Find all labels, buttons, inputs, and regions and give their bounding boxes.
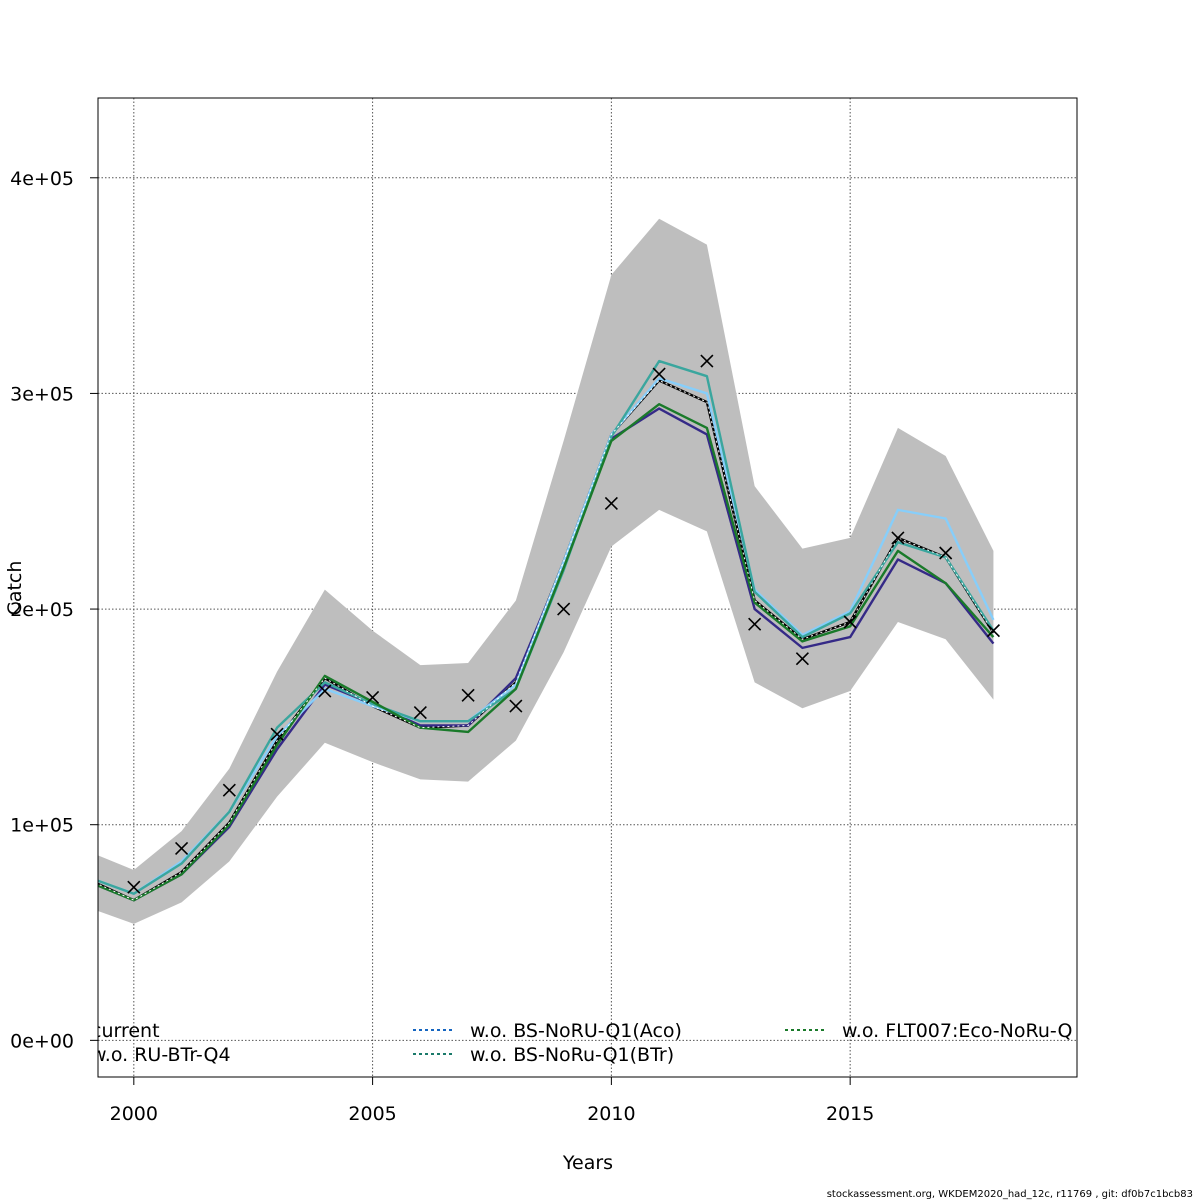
- observed-point-14: [748, 617, 762, 631]
- y-tick-label-2: 2e+05: [10, 599, 74, 621]
- confidence-band-layer: [98, 218, 994, 924]
- observed-point-8: [461, 688, 475, 702]
- y-tick-label-0: 0e+00: [10, 1030, 74, 1052]
- legend-entry-1: w.o. RU-BTr-Q4: [91, 1044, 231, 1066]
- x-tick-label-0: 2000: [110, 1103, 158, 1125]
- y-axis: 0e+00 1e+05 2e+05 3e+05 4e+05: [10, 168, 98, 1052]
- series-line-current-dots: [98, 379, 994, 901]
- observed-point-13: [700, 354, 714, 368]
- legend-label-1: w.o. RU-BTr-Q4: [91, 1044, 231, 1066]
- observed-points-layer: [127, 354, 1000, 894]
- observed-point-12: [652, 367, 666, 381]
- x-axis-title: Years: [562, 1152, 613, 1174]
- observed-point-5: [318, 684, 332, 698]
- legend-entry-0: current: [91, 1020, 160, 1042]
- x-tick-label-1: 2005: [348, 1103, 396, 1125]
- legend-label-2: w.o. BS-NoRU-Q1(Aco): [470, 1020, 682, 1042]
- observed-point-6: [366, 690, 380, 705]
- y-tick-label-4: 4e+05: [10, 168, 74, 190]
- observed-point-7: [413, 706, 427, 720]
- observed-point-16: [843, 615, 857, 629]
- observed-point-19: [986, 624, 1000, 638]
- x-axis: 2000 2005 2010 2015: [110, 1077, 874, 1125]
- legend-entry-3: w.o. BS-NoRu-Q1(BTr): [413, 1044, 674, 1066]
- observed-point-3: [222, 783, 236, 797]
- observed-point-15: [795, 652, 809, 666]
- observed-point-18: [939, 546, 953, 560]
- legend-label-0: current: [91, 1020, 160, 1042]
- observed-point-9: [509, 699, 523, 713]
- legend-label-3: w.o. BS-NoRu-Q1(BTr): [470, 1044, 674, 1066]
- plot-frame: [97, 97, 1078, 1078]
- observed-point-17: [891, 531, 905, 545]
- x-tick-label-3: 2015: [826, 1103, 874, 1125]
- observed-point-10: [557, 602, 571, 616]
- y-axis-title: Catch: [4, 561, 26, 616]
- observed-point-2: [175, 841, 189, 855]
- footer-credit: stockassessment.org, WKDEM2020_had_12c, …: [827, 1189, 1193, 1200]
- observed-point-11: [604, 496, 618, 510]
- observed-point-1: [127, 880, 141, 894]
- legend-label-4: w.o. FLT007:Eco-NoRu-Q: [842, 1020, 1072, 1042]
- observed-point-4: [270, 727, 284, 741]
- legend-entry-2: w.o. BS-NoRU-Q1(Aco): [413, 1020, 682, 1042]
- legend-entry-4: w.o. FLT007:Eco-NoRu-Q: [785, 1020, 1072, 1042]
- series-layer: [98, 359, 995, 902]
- y-tick-label-1: 1e+05: [10, 815, 74, 837]
- series-line-4: [98, 403, 995, 902]
- y-tick-label-3: 3e+05: [10, 383, 74, 405]
- x-tick-label-2: 2010: [587, 1103, 635, 1125]
- confidence-band: [98, 218, 994, 924]
